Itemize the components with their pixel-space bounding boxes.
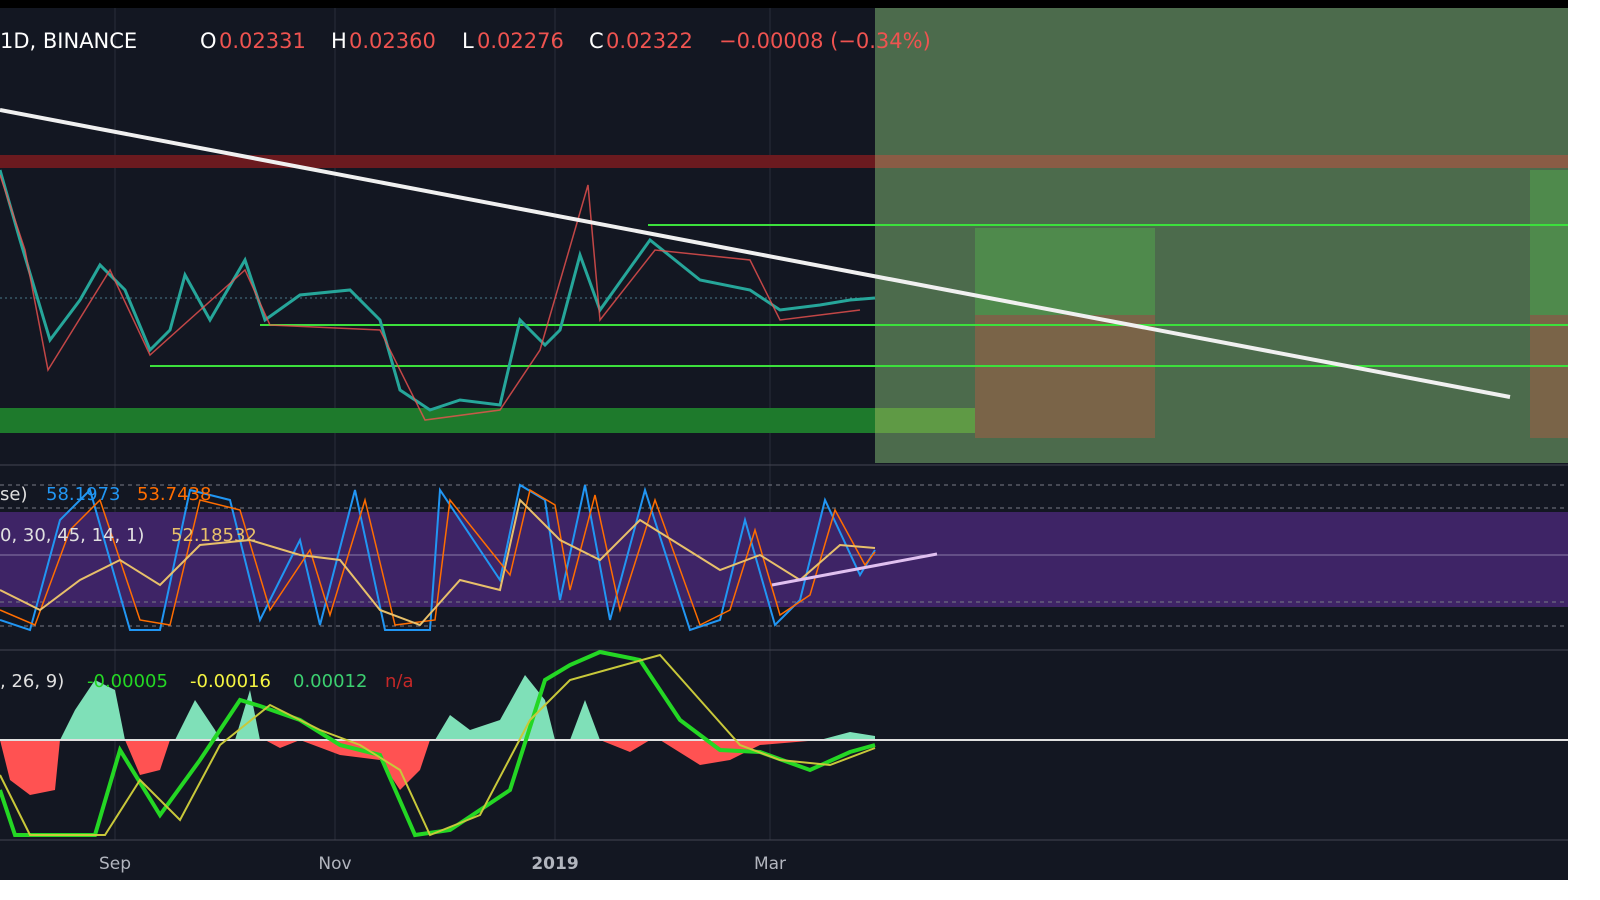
price-series <box>0 169 876 412</box>
signal-line <box>0 653 876 837</box>
time-label: Nov <box>318 854 351 874</box>
stop-box <box>975 315 1155 438</box>
close: 0.02322 <box>606 29 693 53</box>
resistance-zone <box>0 155 875 168</box>
macd-signal-value: 0.00012 <box>293 671 367 692</box>
price-series-down <box>0 174 861 421</box>
symbol: 1D, BINANCE <box>0 29 137 53</box>
low: 0.02276 <box>477 29 564 53</box>
macd-hist-neg <box>0 740 820 795</box>
close-label: C <box>589 29 604 53</box>
macd-extra-value: n/a <box>385 671 414 692</box>
stoch-d <box>0 488 876 627</box>
stop-box-2 <box>1530 315 1568 438</box>
support-zone <box>0 408 875 433</box>
osc-band <box>0 512 1568 607</box>
resistance-zone-ext <box>875 155 1568 168</box>
osc-value: 52.18532 <box>171 525 257 546</box>
time-label: Mar <box>754 854 786 874</box>
stoch-d-value: 53.7438 <box>137 484 211 505</box>
high: 0.02360 <box>349 29 436 53</box>
time-label: 2019 <box>531 854 578 874</box>
osc-trendline <box>771 552 938 587</box>
low-label: L <box>462 29 474 53</box>
stoch-k <box>0 483 876 632</box>
header: 1D, BINANCE O 0.02331 H 0.02360 L 0.0227… <box>0 29 931 53</box>
indicator-labels: se) 58.1973 53.7438 0, 30, 45, 14, 1) 52… <box>0 484 414 692</box>
trendline <box>0 108 1511 399</box>
macd-line-value: -0.00016 <box>190 671 271 692</box>
macd-hist-value: -0.00005 <box>87 671 168 692</box>
macd-label: , 26, 9) <box>0 671 64 692</box>
high-label: H <box>331 29 347 53</box>
stoch-k-value: 58.1973 <box>46 484 120 505</box>
target-box-2 <box>1530 170 1568 315</box>
levels <box>150 224 1568 367</box>
osc-label: 0, 30, 45, 14, 1) <box>0 525 144 546</box>
change: −0.00008 (−0.34%) <box>719 29 931 53</box>
open-label: O <box>200 29 217 53</box>
open: 0.02331 <box>219 29 306 53</box>
macd-line <box>0 649 876 838</box>
time-label: Sep <box>99 854 131 874</box>
osc-levels <box>0 484 1568 627</box>
top-border <box>0 0 1568 8</box>
time-axis: Sep Nov 2019 Mar <box>99 854 786 874</box>
stoch-label: se) <box>0 484 27 505</box>
osc-line <box>0 498 876 627</box>
